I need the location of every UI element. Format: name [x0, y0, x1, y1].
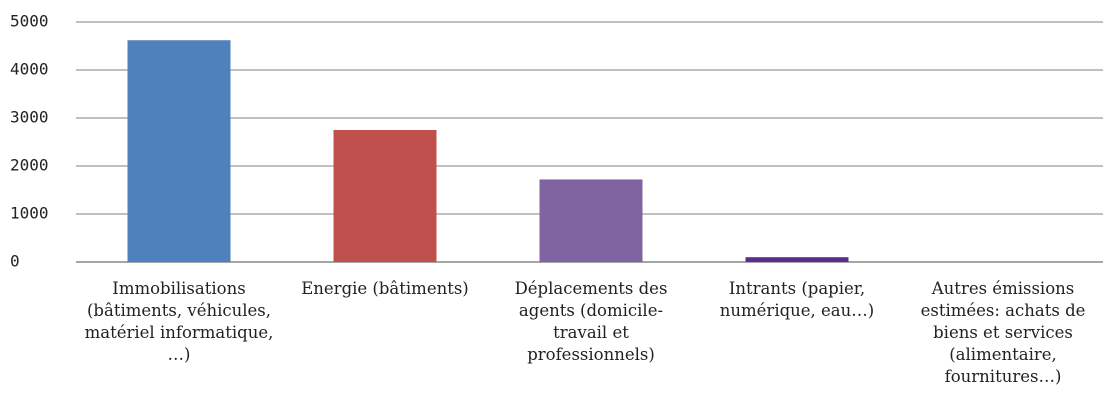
y-tick-label: 1000 [10, 204, 49, 223]
bar [333, 130, 437, 262]
x-tick-label: Intrants (papier, numérique, eau…) [719, 279, 875, 320]
y-tick-label: 4000 [10, 60, 49, 79]
bar [745, 257, 849, 262]
bar [127, 40, 231, 262]
x-tick-label: Autres émissions estimées: achats de bie… [920, 279, 1086, 386]
y-tick-label: 3000 [10, 108, 49, 127]
y-tick-label: 5000 [10, 12, 49, 31]
x-tick-label: Déplacements des agents (domicile-travai… [514, 279, 668, 364]
bar [539, 179, 643, 262]
y-tick-label: 2000 [10, 156, 49, 175]
y-tick-label: 0 [10, 252, 20, 271]
x-tick-label: Energie (bâtiments) [301, 279, 469, 298]
x-tick-label: Immobilisations (bâtiments, véhicules, m… [84, 279, 274, 364]
